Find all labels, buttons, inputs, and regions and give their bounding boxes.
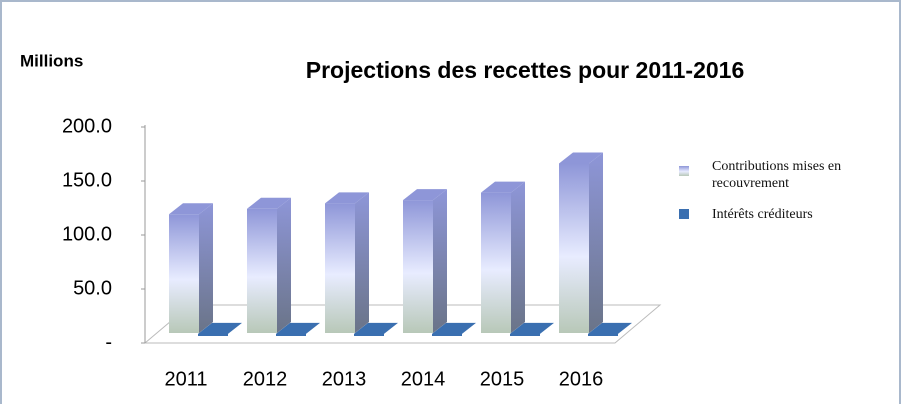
bar <box>276 322 320 336</box>
bar-top <box>169 203 213 215</box>
chart-title: Projections des recettes pour 2011-2016 <box>306 57 745 83</box>
bar-top <box>247 197 291 209</box>
legend-label: Contributions mises en recouvrement <box>712 159 842 191</box>
bar <box>325 192 369 333</box>
bar-side <box>355 192 369 333</box>
x-tick-label: 2011 <box>164 368 207 390</box>
bar-front <box>403 200 433 333</box>
bar-top <box>559 152 603 164</box>
y-tick-label: - <box>105 331 112 353</box>
bar-side <box>277 197 291 333</box>
x-tick-label: 2014 <box>401 368 446 390</box>
legend-swatch <box>679 209 689 219</box>
y-axis-label: Millions <box>20 51 83 70</box>
y-tick-label: 100.0 <box>62 223 112 245</box>
bar-front <box>481 192 511 333</box>
bar <box>559 152 603 333</box>
y-tick-label: 50.0 <box>73 277 112 299</box>
bar <box>510 322 554 336</box>
bar <box>354 322 398 336</box>
bar-side <box>433 189 447 333</box>
bar <box>403 189 447 333</box>
bar-front <box>559 163 589 333</box>
bar <box>247 197 291 333</box>
legend-swatch <box>679 166 689 176</box>
bar-top <box>403 189 447 201</box>
x-tick-label: 2013 <box>322 368 367 390</box>
bar-top <box>481 181 525 193</box>
bar-front <box>247 208 277 333</box>
y-tick-label: 200.0 <box>62 115 112 137</box>
x-tick-label: 2016 <box>559 368 604 390</box>
bar <box>481 181 525 333</box>
bar-side <box>199 203 213 333</box>
bar <box>432 322 476 336</box>
bar <box>198 322 242 336</box>
legend-label: Intérêts créditeurs <box>712 207 813 222</box>
x-tick-label: 2012 <box>243 368 288 390</box>
bar-top <box>325 192 369 204</box>
bar-side <box>511 181 525 333</box>
bar-front <box>169 214 199 333</box>
y-tick-label: 150.0 <box>62 169 112 191</box>
x-tick-label: 2015 <box>480 368 525 390</box>
bar-front <box>325 203 355 333</box>
bar <box>169 203 213 333</box>
bar-side <box>589 152 603 333</box>
bar <box>588 322 632 336</box>
